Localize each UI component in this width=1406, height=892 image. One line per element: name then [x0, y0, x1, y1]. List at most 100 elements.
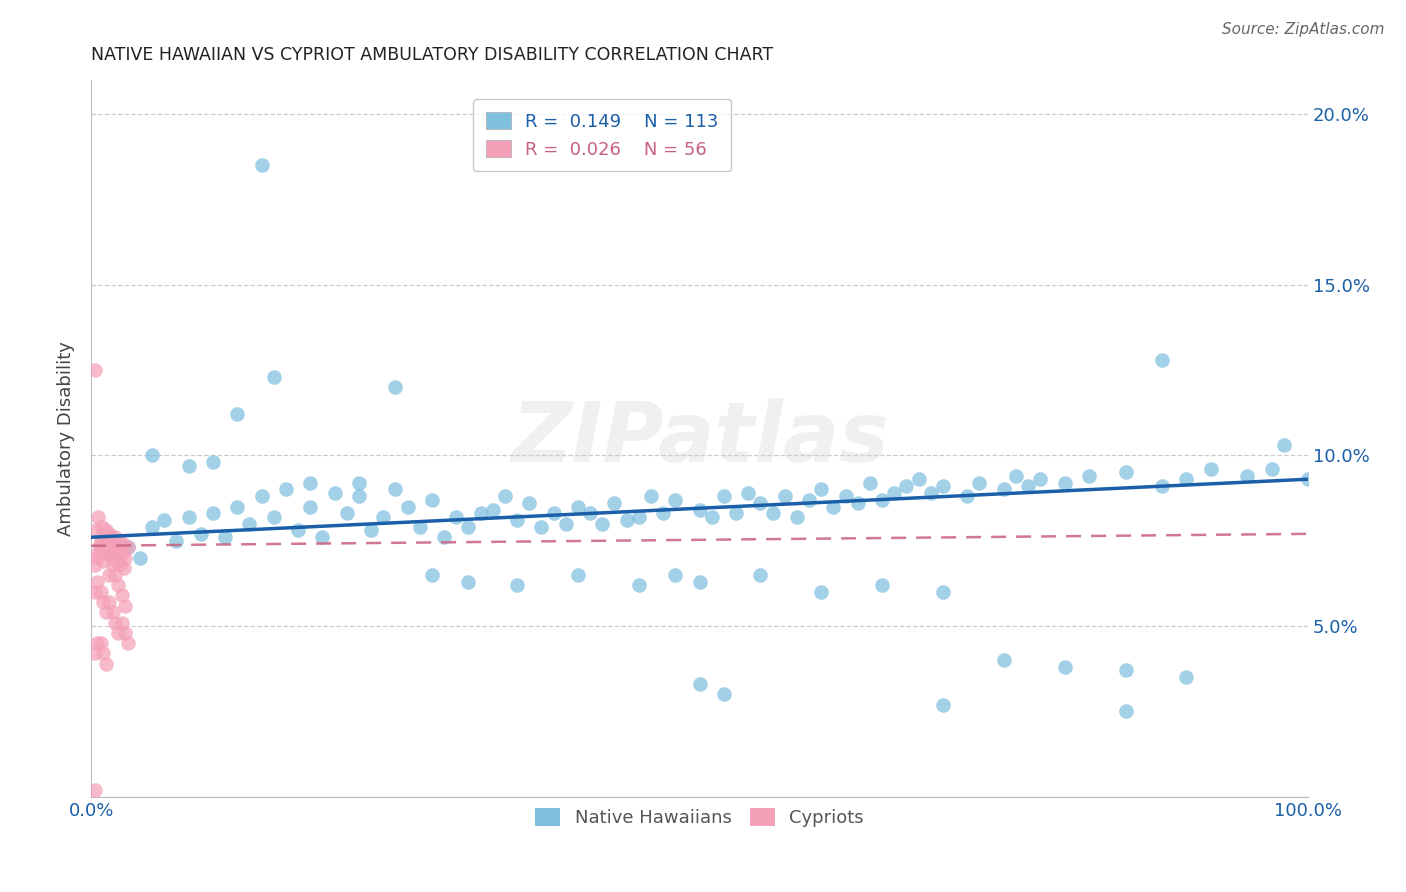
Point	[94, 657, 117, 671]
Point	[89, 541, 111, 555]
Point	[749, 567, 772, 582]
Point	[481, 503, 503, 517]
Point	[114, 550, 136, 565]
Point	[323, 486, 346, 500]
Point	[1029, 472, 1052, 486]
Point	[993, 483, 1015, 497]
Point	[190, 526, 212, 541]
Point	[823, 500, 845, 514]
Point	[90, 585, 112, 599]
Point	[1053, 660, 1076, 674]
Text: Source: ZipAtlas.com: Source: ZipAtlas.com	[1222, 22, 1385, 37]
Point	[1115, 705, 1137, 719]
Point	[810, 585, 832, 599]
Point	[238, 516, 260, 531]
Point	[859, 475, 882, 490]
Point	[86, 636, 108, 650]
Point	[810, 483, 832, 497]
Point	[86, 550, 108, 565]
Point	[226, 500, 249, 514]
Point	[165, 533, 187, 548]
Point	[104, 615, 127, 630]
Point	[84, 524, 107, 538]
Point	[603, 496, 626, 510]
Point	[1150, 352, 1173, 367]
Point	[274, 483, 297, 497]
Point	[1115, 664, 1137, 678]
Point	[104, 533, 127, 548]
Point	[1175, 472, 1198, 486]
Point	[347, 475, 370, 490]
Point	[226, 407, 249, 421]
Point	[110, 558, 132, 572]
Point	[96, 547, 118, 561]
Y-axis label: Ambulatory Disability: Ambulatory Disability	[58, 341, 75, 536]
Point	[883, 486, 905, 500]
Point	[713, 687, 735, 701]
Point	[110, 547, 132, 561]
Point	[83, 585, 105, 599]
Point	[1272, 438, 1295, 452]
Point	[725, 507, 748, 521]
Point	[773, 489, 796, 503]
Point	[530, 520, 553, 534]
Point	[177, 458, 200, 473]
Point	[834, 489, 856, 503]
Point	[1175, 670, 1198, 684]
Point	[98, 595, 121, 609]
Point	[567, 500, 589, 514]
Point	[543, 507, 565, 521]
Point	[627, 578, 650, 592]
Point	[107, 544, 129, 558]
Point	[105, 554, 128, 568]
Point	[737, 486, 759, 500]
Point	[263, 509, 285, 524]
Point	[117, 636, 139, 650]
Point	[83, 783, 105, 797]
Point	[107, 625, 129, 640]
Point	[94, 544, 117, 558]
Point	[91, 595, 114, 609]
Point	[932, 698, 955, 712]
Point	[299, 475, 322, 490]
Point	[494, 489, 516, 503]
Point	[457, 520, 479, 534]
Point	[567, 567, 589, 582]
Point	[94, 606, 117, 620]
Point	[470, 507, 492, 521]
Point	[457, 574, 479, 589]
Point	[336, 507, 359, 521]
Point	[517, 496, 540, 510]
Point	[114, 599, 136, 613]
Point	[969, 475, 991, 490]
Point	[420, 492, 443, 507]
Point	[797, 492, 820, 507]
Point	[907, 472, 929, 486]
Point	[98, 526, 121, 541]
Point	[956, 489, 979, 503]
Point	[1017, 479, 1039, 493]
Point	[700, 509, 723, 524]
Point	[689, 677, 711, 691]
Point	[83, 558, 105, 572]
Point	[90, 530, 112, 544]
Point	[87, 509, 110, 524]
Point	[627, 509, 650, 524]
Point	[100, 541, 122, 555]
Point	[104, 567, 127, 582]
Text: ZIPatlas: ZIPatlas	[510, 398, 889, 479]
Point	[101, 550, 124, 565]
Point	[117, 541, 139, 555]
Point	[1150, 479, 1173, 493]
Point	[117, 541, 139, 555]
Point	[932, 585, 955, 599]
Point	[1005, 468, 1028, 483]
Point	[101, 606, 124, 620]
Point	[287, 524, 309, 538]
Text: NATIVE HAWAIIAN VS CYPRIOT AMBULATORY DISABILITY CORRELATION CHART: NATIVE HAWAIIAN VS CYPRIOT AMBULATORY DI…	[91, 46, 773, 64]
Point	[444, 509, 467, 524]
Point	[108, 533, 131, 548]
Point	[1236, 468, 1258, 483]
Point	[749, 496, 772, 510]
Point	[107, 578, 129, 592]
